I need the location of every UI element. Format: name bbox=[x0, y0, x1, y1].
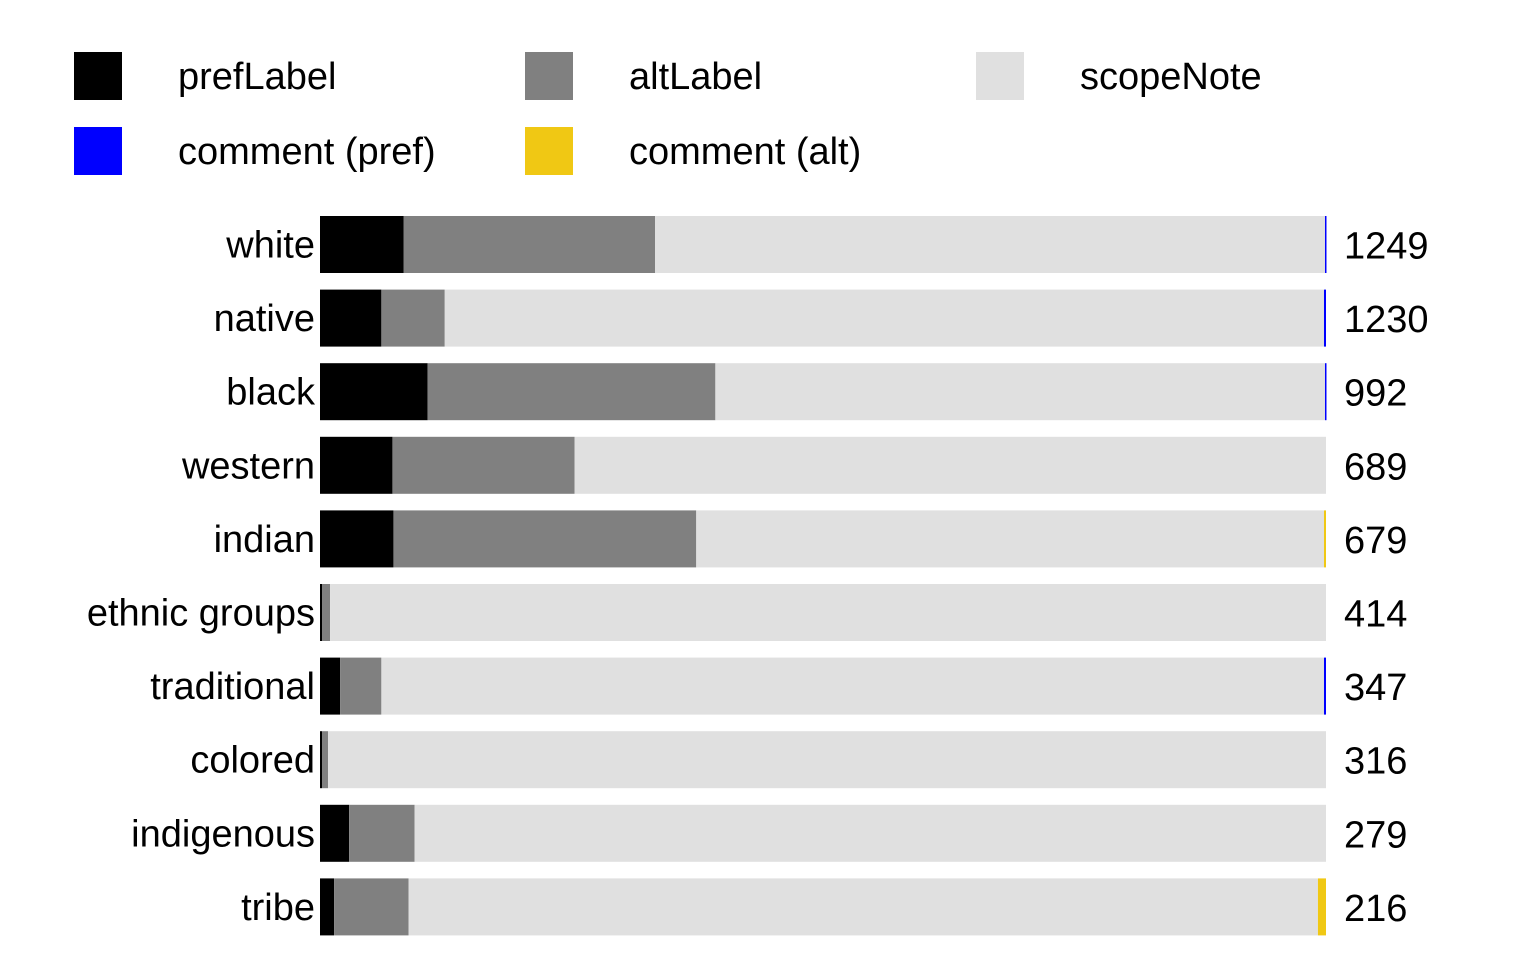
bar-segment-native-comment-pref bbox=[1323, 289, 1326, 347]
legend-swatch-comment-pref bbox=[74, 127, 122, 175]
bar-segment-indian-altlabel bbox=[393, 510, 697, 568]
total-label-traditional: 347 bbox=[1344, 667, 1407, 709]
bar-segment-indigenous-altlabel bbox=[349, 804, 415, 862]
total-label-tribe: 216 bbox=[1344, 888, 1407, 930]
bar-segment-traditional-comment-pref bbox=[1323, 657, 1326, 715]
legend-label-scopenote: scopeNote bbox=[1080, 56, 1262, 98]
category-label-indigenous: indigenous bbox=[131, 813, 315, 855]
bar-segment-colored-preflabel bbox=[320, 731, 323, 789]
bar-segment-native-preflabel bbox=[320, 289, 382, 347]
bar-segment-white-altlabel bbox=[403, 216, 655, 273]
category-label-indian: indian bbox=[214, 519, 315, 561]
legend-swatch-scopenote bbox=[976, 52, 1024, 100]
bar-segment-black-comment-pref bbox=[1324, 363, 1327, 421]
bar-segment-white-comment-pref bbox=[1324, 216, 1327, 273]
bar-segment-ethnic-groups-altlabel bbox=[322, 584, 331, 641]
legend-label-comment-pref: comment (pref) bbox=[178, 131, 436, 173]
category-label-ethnic-groups: ethnic groups bbox=[87, 593, 315, 635]
total-label-colored: 316 bbox=[1344, 741, 1407, 783]
bar-segment-western-preflabel bbox=[320, 436, 393, 494]
category-label-white: white bbox=[225, 225, 315, 267]
total-label-western: 689 bbox=[1344, 446, 1407, 488]
category-label-traditional: traditional bbox=[150, 666, 315, 708]
bar-segment-traditional-scopenote bbox=[381, 657, 1324, 715]
bar-segment-indian-scopenote bbox=[696, 510, 1324, 568]
bar-segment-colored-scopenote bbox=[328, 731, 1326, 789]
bar-segment-ethnic-groups-scopenote bbox=[330, 584, 1326, 641]
total-label-indigenous: 279 bbox=[1344, 814, 1407, 856]
legend-swatch-preflabel bbox=[74, 52, 122, 100]
bar-segment-tribe-altlabel bbox=[334, 878, 409, 936]
bar-segment-traditional-preflabel bbox=[320, 657, 341, 715]
total-labels: 1249 1230 992 689 679 414 347 316 279 216 bbox=[1344, 226, 1429, 930]
total-label-white: 1249 bbox=[1344, 226, 1429, 268]
category-label-black: black bbox=[226, 372, 316, 414]
bar-segment-western-scopenote bbox=[574, 436, 1326, 494]
category-label-western: western bbox=[181, 445, 315, 487]
total-label-ethnic-groups: 414 bbox=[1344, 594, 1407, 636]
legend-swatch-altlabel bbox=[525, 52, 573, 100]
bar-segment-tribe-comment-alt bbox=[1317, 878, 1326, 936]
category-label-colored: colored bbox=[190, 740, 315, 782]
bar-segment-indigenous-scopenote bbox=[414, 804, 1326, 862]
bar-segment-indigenous-preflabel bbox=[320, 804, 350, 862]
legend-label-altlabel: altLabel bbox=[629, 56, 762, 98]
legend-swatch-comment-alt bbox=[525, 127, 573, 175]
bar-segment-colored-altlabel bbox=[322, 731, 329, 789]
total-label-native: 1230 bbox=[1344, 299, 1429, 341]
category-label-tribe: tribe bbox=[241, 887, 315, 929]
bars-area bbox=[320, 216, 1327, 936]
bar-segment-traditional-altlabel bbox=[340, 657, 382, 715]
bar-segment-tribe-scopenote bbox=[408, 878, 1318, 936]
bar-segment-black-scopenote bbox=[715, 363, 1325, 421]
bar-segment-indian-preflabel bbox=[320, 510, 394, 568]
legend-label-comment-alt: comment (alt) bbox=[629, 131, 861, 173]
bar-segment-western-altlabel bbox=[392, 436, 575, 494]
legend: prefLabel altLabel scopeNote comment (pref)… bbox=[74, 52, 1262, 175]
legend-label-preflabel: prefLabel bbox=[178, 56, 336, 98]
category-labels: white native black western indian ethnic grou… bbox=[87, 225, 316, 929]
bar-segment-black-preflabel bbox=[320, 363, 428, 421]
total-label-black: 992 bbox=[1344, 373, 1407, 415]
bar-segment-tribe-preflabel bbox=[320, 878, 335, 936]
category-label-native: native bbox=[214, 298, 315, 340]
bar-segment-white-preflabel bbox=[320, 216, 404, 273]
total-label-indian: 679 bbox=[1344, 520, 1407, 562]
bar-segment-black-altlabel bbox=[427, 363, 716, 421]
bar-segment-indian-comment-alt bbox=[1323, 510, 1326, 568]
bar-segment-native-altlabel bbox=[381, 289, 445, 347]
bar-segment-native-scopenote bbox=[444, 289, 1324, 347]
bar-segment-white-scopenote bbox=[655, 216, 1325, 273]
bar-segment-ethnic-groups-preflabel bbox=[320, 584, 323, 641]
